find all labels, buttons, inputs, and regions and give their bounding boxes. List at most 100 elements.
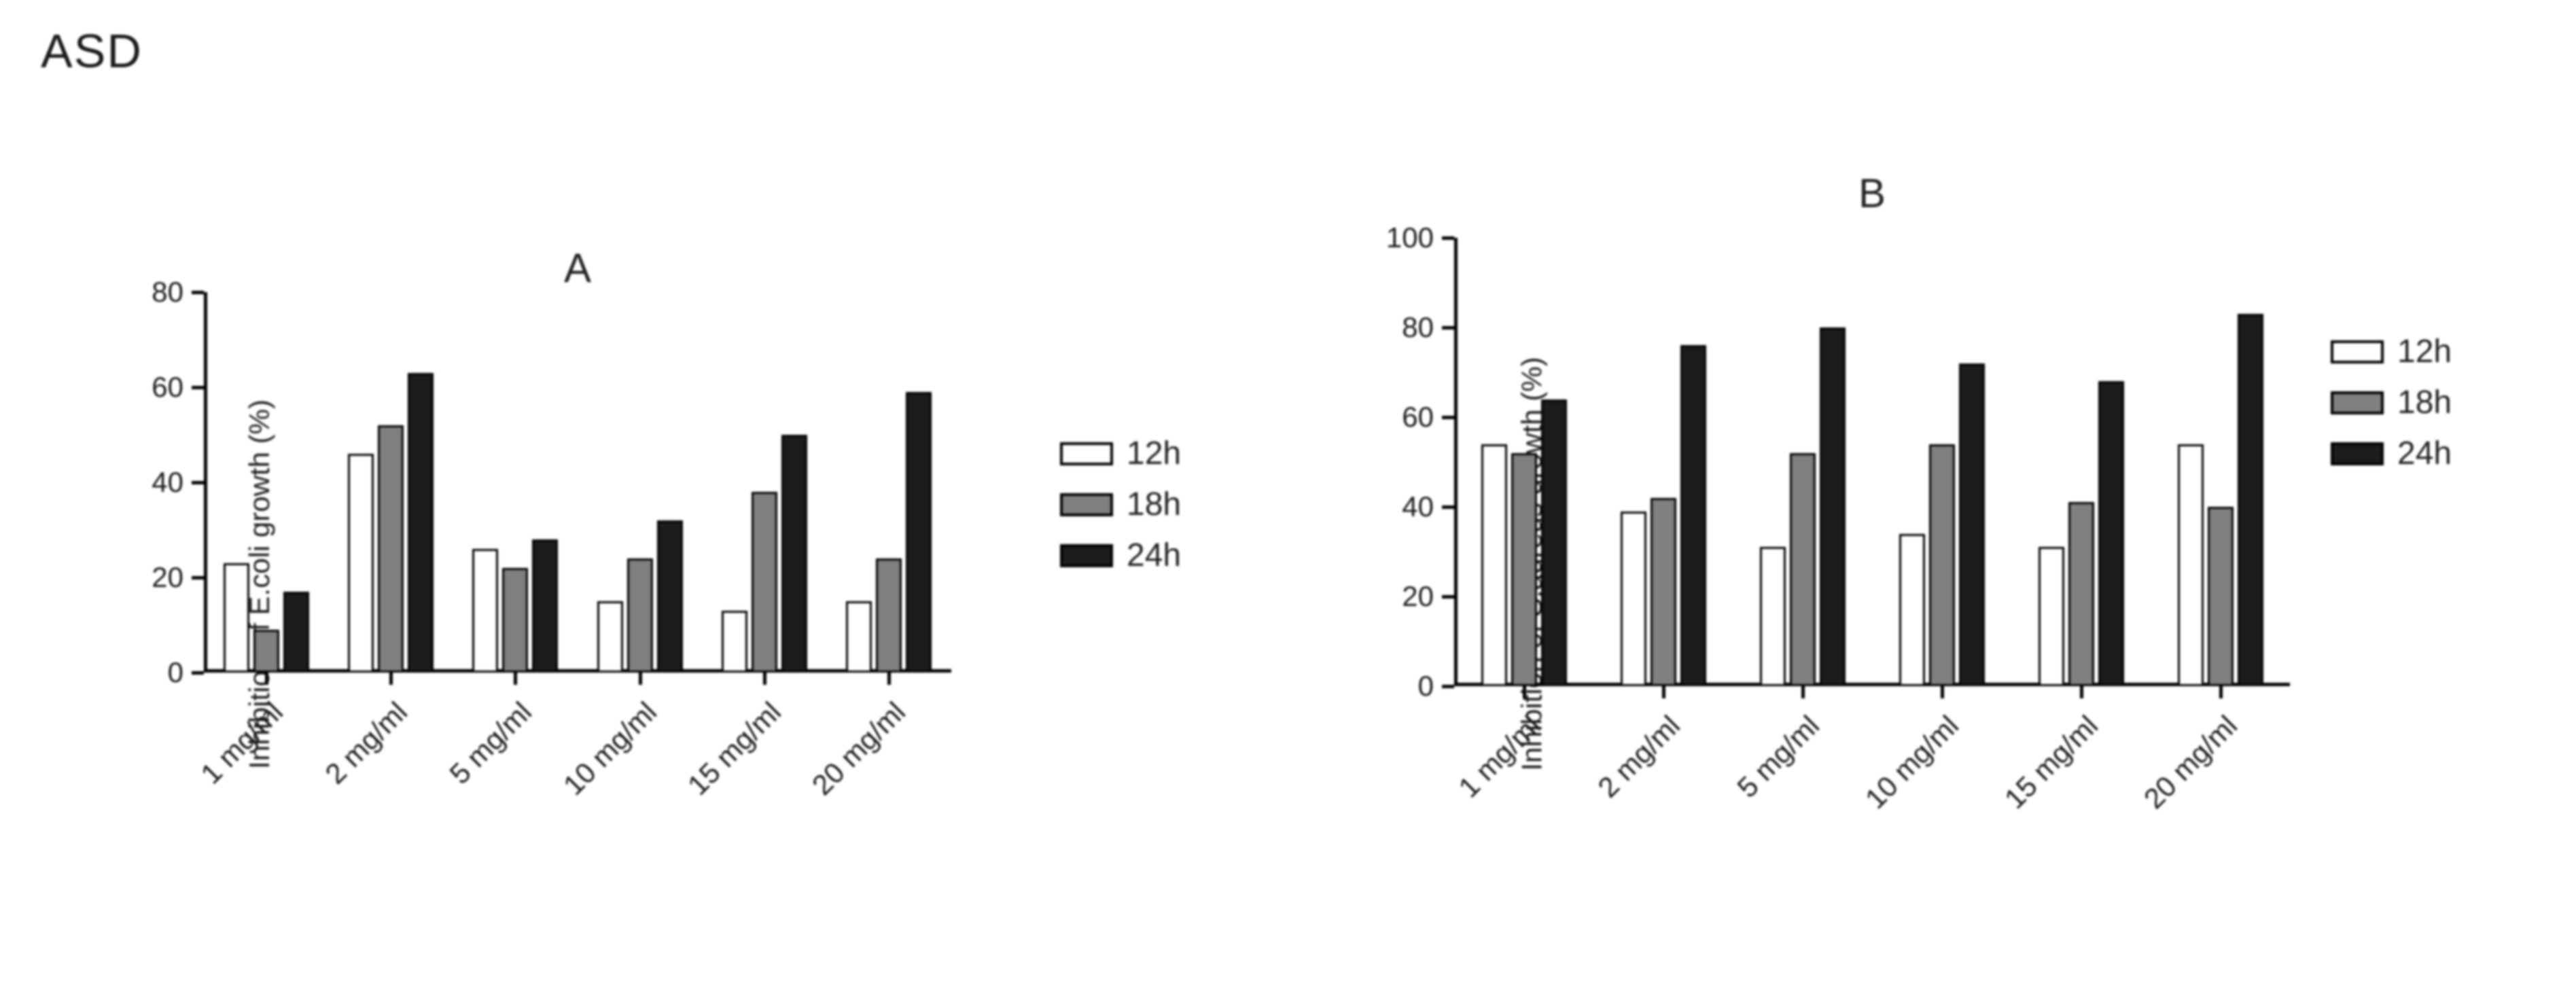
y-tick-label: 20	[1366, 580, 1434, 613]
legend-label: 24h	[1127, 537, 1181, 574]
bar	[408, 373, 434, 673]
y-axis	[204, 292, 207, 673]
legend-item: 12h	[2331, 333, 2452, 370]
y-tick-label: 20	[116, 561, 183, 594]
y-tick-label: 60	[116, 371, 183, 404]
legend-swatch	[1060, 493, 1113, 516]
bar	[2178, 444, 2204, 686]
x-tick	[1941, 686, 1944, 698]
x-tick-label: 5 mg/ml	[419, 696, 538, 815]
panel-b-title: B	[1454, 170, 2290, 217]
x-axis	[204, 669, 951, 673]
panel-a-title: A	[204, 245, 951, 291]
legend-swatch	[1060, 442, 1113, 465]
bar	[876, 558, 902, 673]
x-tick	[2080, 686, 2083, 698]
y-tick	[1442, 236, 1454, 240]
x-tick-label: 5 mg/ml	[1706, 709, 1825, 828]
legend-label: 24h	[2397, 435, 2452, 472]
panel-a: A Inhibition of E.coli growth (%) 020406…	[109, 292, 951, 876]
panel-a-legend: 12h 18h 24h	[1060, 435, 1181, 588]
bar	[2068, 502, 2094, 686]
panel-b-legend: 12h 18h 24h	[2331, 333, 2452, 486]
y-tick	[1442, 505, 1454, 509]
bar	[2039, 547, 2064, 686]
panel-a-plot-area: 0204060801 mg/ml2 mg/ml5 mg/ml10 mg/ml15…	[204, 292, 951, 673]
x-tick-label: 10 mg/ml	[1846, 709, 1964, 828]
legend-label: 18h	[2397, 384, 2452, 421]
x-tick	[265, 673, 268, 685]
legend-item: 12h	[1060, 435, 1181, 472]
legend-item: 24h	[1060, 537, 1181, 574]
x-tick	[763, 673, 766, 685]
bar	[1760, 547, 1786, 686]
x-tick	[1662, 686, 1665, 698]
bar	[532, 539, 558, 673]
x-tick-label: 20 mg/ml	[2124, 709, 2243, 828]
bar	[1820, 327, 1846, 686]
x-tick	[887, 673, 891, 685]
y-tick	[1442, 595, 1454, 599]
bar	[1790, 453, 1816, 686]
y-tick	[192, 576, 204, 579]
legend-swatch	[2331, 391, 2384, 414]
bar	[752, 492, 777, 673]
figure-label: ASD	[41, 24, 143, 78]
bar	[502, 568, 528, 673]
bar	[906, 392, 932, 673]
bar	[781, 435, 807, 673]
bar	[2098, 381, 2124, 686]
y-tick-label: 40	[1366, 490, 1434, 523]
bar	[1959, 363, 1985, 686]
legend-item: 24h	[2331, 435, 2452, 472]
legend-label: 12h	[1127, 435, 1181, 472]
y-axis	[1454, 238, 1458, 686]
bar	[1541, 399, 1567, 686]
legend-item: 18h	[2331, 384, 2452, 421]
y-tick	[192, 386, 204, 389]
bar	[1680, 345, 1706, 686]
bar	[1651, 498, 1676, 686]
x-tick	[514, 673, 517, 685]
bar	[846, 601, 872, 673]
x-tick	[2219, 686, 2223, 698]
bar	[1621, 512, 1646, 686]
y-tick	[1442, 326, 1454, 329]
x-tick	[639, 673, 642, 685]
legend-swatch	[2331, 442, 2384, 465]
bar	[2208, 507, 2234, 686]
x-tick-label: 10 mg/ml	[544, 696, 663, 815]
panel-b-chart: Inhibition of S.aureus growth (%) 020406…	[1359, 238, 2290, 890]
panel-b: B Inhibition of S.aureus growth (%) 0204…	[1359, 238, 2290, 890]
page: ASD A Inhibition of E.coli growth (%) 02…	[0, 0, 2576, 981]
y-tick-label: 80	[1366, 311, 1434, 344]
x-tick-label: 20 mg/ml	[793, 696, 912, 815]
bar	[224, 563, 249, 673]
bar	[1481, 444, 1507, 686]
y-tick	[192, 481, 204, 484]
bar	[627, 558, 653, 673]
bar	[2238, 314, 2263, 686]
x-tick-label: 2 mg/ml	[295, 696, 414, 815]
panel-b-plot-area: 0204060801001 mg/ml2 mg/ml5 mg/ml10 mg/m…	[1454, 238, 2290, 686]
y-tick-label: 0	[1366, 670, 1434, 702]
legend-label: 12h	[2397, 333, 2452, 370]
panel-a-chart: Inhibition of E.coli growth (%) 02040608…	[109, 292, 951, 876]
bar	[657, 520, 683, 673]
y-tick	[192, 291, 204, 294]
legend-swatch	[2331, 340, 2384, 363]
legend-swatch	[1060, 544, 1113, 567]
x-tick-label: 2 mg/ml	[1567, 709, 1686, 828]
bar	[472, 549, 498, 673]
y-tick	[192, 671, 204, 675]
x-tick	[1801, 686, 1805, 698]
y-tick	[1442, 685, 1454, 688]
y-tick	[1442, 416, 1454, 419]
bar	[253, 630, 279, 673]
bar	[722, 611, 747, 673]
legend-label: 18h	[1127, 486, 1181, 523]
y-tick-label: 0	[116, 656, 183, 689]
bar	[1899, 534, 1925, 686]
bar	[1511, 453, 1537, 686]
bar	[378, 425, 404, 673]
